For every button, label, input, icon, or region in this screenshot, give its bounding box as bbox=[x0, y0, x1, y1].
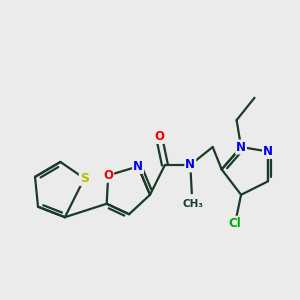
Text: O: O bbox=[103, 169, 113, 182]
Text: Cl: Cl bbox=[229, 217, 242, 230]
Text: S: S bbox=[80, 172, 89, 185]
Text: N: N bbox=[133, 160, 143, 173]
Text: CH₃: CH₃ bbox=[183, 199, 204, 209]
Text: O: O bbox=[154, 130, 164, 143]
Text: N: N bbox=[236, 140, 246, 154]
Text: N: N bbox=[185, 158, 195, 171]
Text: N: N bbox=[263, 145, 273, 158]
